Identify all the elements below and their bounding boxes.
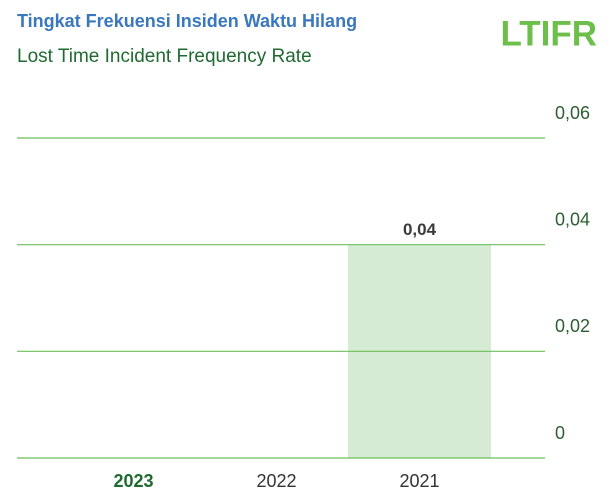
y-tick-label: 0,04: [555, 209, 590, 229]
y-tick-label: 0,06: [555, 103, 590, 123]
chart-title: Tingkat Frekuensi Insiden Waktu Hilang: [17, 11, 357, 31]
x-tick-label: 2023: [113, 471, 153, 491]
data-label: 0,04: [403, 220, 437, 239]
chart-subtitle: Lost Time Incident Frequency Rate: [17, 46, 312, 67]
metric-label: LTIFR: [500, 14, 597, 53]
x-tick-label: 2021: [399, 471, 439, 491]
x-tick-label: 2022: [256, 471, 296, 491]
y-tick-label: 0: [555, 423, 565, 443]
y-tick-label: 0,02: [555, 316, 590, 336]
